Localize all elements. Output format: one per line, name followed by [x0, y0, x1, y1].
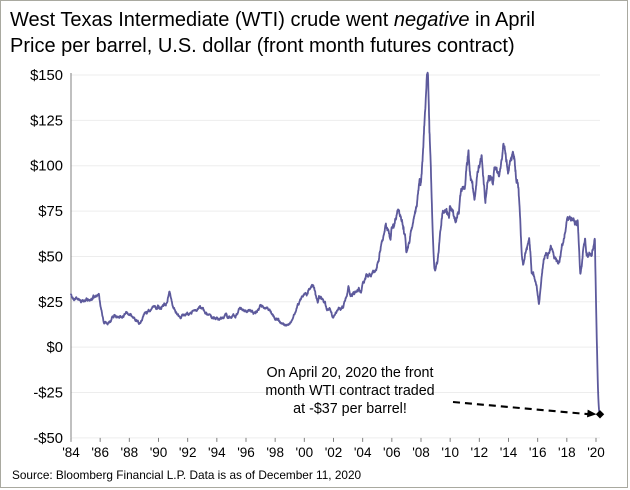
svg-text:$150: $150	[30, 68, 63, 84]
svg-text:'90: '90	[150, 445, 168, 460]
svg-text:'88: '88	[121, 445, 139, 460]
svg-text:'98: '98	[266, 445, 284, 460]
svg-text:'06: '06	[383, 445, 401, 460]
svg-text:'16: '16	[529, 445, 547, 460]
svg-text:'20: '20	[587, 445, 605, 460]
svg-text:'18: '18	[558, 445, 576, 460]
svg-text:$50: $50	[38, 249, 63, 265]
svg-text:'10: '10	[441, 445, 459, 460]
svg-text:'92: '92	[179, 445, 197, 460]
svg-text:'02: '02	[325, 445, 343, 460]
svg-text:'08: '08	[412, 445, 430, 460]
svg-text:-$50: -$50	[33, 431, 63, 447]
svg-text:'96: '96	[237, 445, 255, 460]
svg-text:$100: $100	[30, 159, 63, 175]
svg-text:$75: $75	[38, 204, 63, 220]
svg-text:'04: '04	[354, 445, 372, 460]
svg-text:-$25: -$25	[33, 386, 63, 402]
svg-text:'14: '14	[500, 445, 518, 460]
svg-text:'94: '94	[208, 445, 226, 460]
svg-text:'86: '86	[91, 445, 109, 460]
svg-text:'84: '84	[62, 445, 80, 460]
svg-text:'12: '12	[471, 445, 489, 460]
svg-text:'00: '00	[296, 445, 314, 460]
svg-text:$25: $25	[38, 295, 63, 311]
svg-text:$0: $0	[47, 340, 63, 356]
svg-text:$125: $125	[30, 113, 63, 129]
